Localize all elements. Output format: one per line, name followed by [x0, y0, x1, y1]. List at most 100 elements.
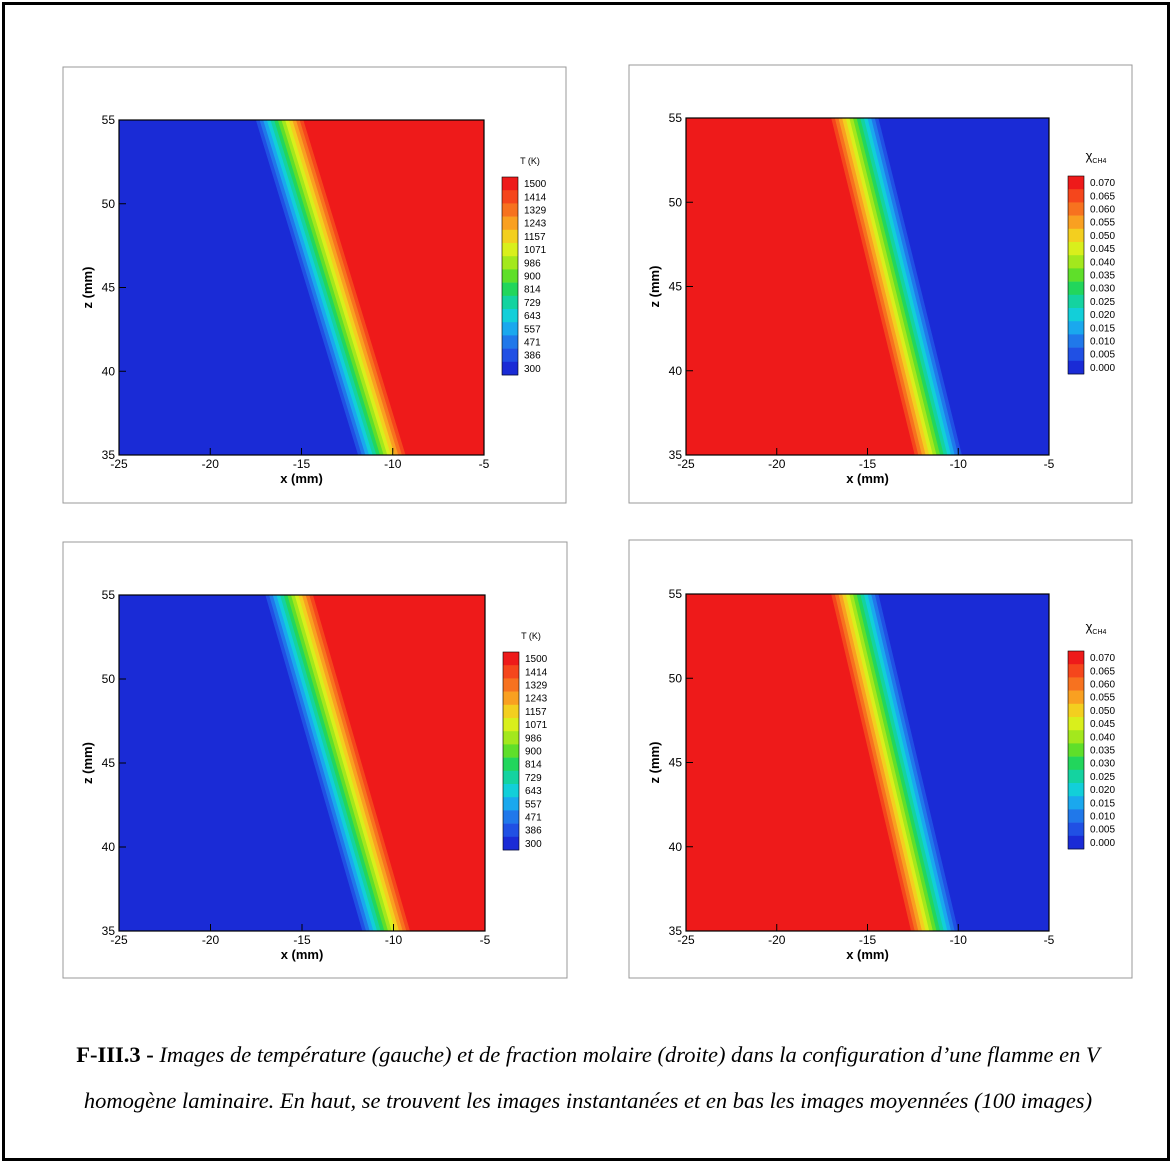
colorbar-swatch [1068, 268, 1084, 282]
colorbar-label: 0.060 [1090, 680, 1115, 691]
x-tick-label: -5 [1044, 933, 1055, 947]
colorbar-swatch [503, 678, 519, 692]
colorbar-swatch [1068, 743, 1084, 757]
colorbar-swatch [502, 229, 518, 244]
caption: F-III.3 - Images de température (gauche)… [30, 1032, 1146, 1123]
colorbar-swatch [503, 810, 519, 824]
colorbar-label: 1243 [525, 694, 548, 705]
x-tick-label: -5 [479, 457, 490, 471]
colorbar-swatch [503, 704, 519, 719]
colorbar-swatch [1068, 334, 1084, 348]
colorbar-label: 0.065 [1090, 666, 1115, 677]
colorbar-swatch [1068, 756, 1084, 771]
colorbar-label: 729 [524, 298, 541, 309]
colorbar-label: 814 [524, 285, 541, 296]
colorbar-swatch [502, 295, 518, 310]
colorbar-label: 0.055 [1090, 218, 1115, 229]
colorbar-label: 1414 [525, 667, 548, 678]
contour-panel: -25 -20 -15 -10 -5 35 40 45 50 55 x (mm) z (mm) T (K… [62, 66, 567, 504]
y-axis-label: z (mm) [647, 266, 662, 308]
y-tick-label: 50 [102, 672, 116, 686]
colorbar-label: 1071 [525, 720, 548, 731]
colorbar-label: 0.060 [1090, 205, 1115, 216]
colorbar-label: 557 [525, 799, 542, 810]
y-tick-label: 45 [102, 281, 116, 295]
contour-panel: -25 -20 -15 -10 -5 35 40 45 50 55 x (mm) z (mm) T (K… [62, 541, 568, 979]
colorbar-swatch [503, 744, 519, 758]
colorbar-swatch [503, 757, 519, 772]
colorbar-title-main: T (K) [520, 156, 540, 166]
colorbar-swatch [503, 718, 519, 732]
colorbar-label: 0.050 [1090, 231, 1115, 242]
x-tick-label: -15 [293, 457, 311, 471]
x-tick-label: -15 [859, 933, 877, 947]
colorbar-swatch [1068, 228, 1084, 243]
colorbar-label: 0.015 [1090, 798, 1115, 809]
colorbar-swatch [1068, 717, 1084, 731]
contour-field [686, 594, 1049, 931]
colorbar-swatch [1068, 822, 1084, 837]
colorbar-label: 386 [525, 826, 542, 837]
colorbar-title-sub: CH4 [1092, 629, 1106, 636]
contour-band [312, 595, 485, 931]
colorbar-label: 0.030 [1090, 284, 1115, 295]
contour-band [686, 118, 915, 455]
colorbar-title-main: T (K) [521, 631, 541, 641]
y-tick-label: 50 [102, 197, 116, 211]
colorbar-label: 1500 [525, 654, 548, 665]
y-tick-label: 55 [669, 111, 683, 125]
y-tick-label: 35 [102, 924, 116, 938]
colorbar-label: 300 [524, 364, 541, 375]
colorbar-swatch [1068, 835, 1084, 850]
y-tick-label: 55 [102, 113, 116, 127]
colorbar-title: χCH4 [1086, 619, 1107, 636]
colorbar-swatch [502, 203, 518, 217]
colorbar-label: 0.040 [1090, 257, 1115, 268]
y-tick-label: 45 [102, 756, 116, 770]
colorbar-swatch [503, 665, 519, 679]
x-tick-label: -20 [768, 933, 786, 947]
colorbar-swatch [1068, 360, 1084, 375]
colorbar-swatch [1068, 308, 1084, 322]
colorbar-label: 729 [525, 773, 542, 784]
x-tick-label: -15 [293, 933, 311, 947]
colorbar-label: 0.035 [1090, 746, 1115, 757]
colorbar-label: 0.035 [1090, 271, 1115, 282]
x-axis-label: x (mm) [846, 471, 889, 486]
colorbar-swatch [502, 216, 518, 231]
colorbar-label: 0.005 [1090, 825, 1115, 836]
colorbar-swatch [1068, 281, 1084, 296]
x-tick-label: -15 [859, 457, 877, 471]
colorbar-swatch [1068, 215, 1084, 230]
y-tick-label: 50 [669, 671, 683, 685]
colorbar-swatch [1068, 255, 1084, 269]
colorbar-swatch [1068, 703, 1084, 718]
colorbar-label: 900 [525, 747, 542, 758]
x-tick-label: -10 [384, 457, 402, 471]
colorbar-swatch [503, 836, 519, 851]
y-axis-label: z (mm) [80, 742, 95, 784]
colorbar-label: 0.070 [1090, 178, 1115, 189]
x-axis-label: x (mm) [846, 947, 889, 962]
colorbar-label: 1414 [524, 192, 547, 203]
colorbar-label: 0.045 [1090, 719, 1115, 730]
colorbar-swatch [502, 309, 518, 323]
contour-band [686, 594, 912, 931]
x-tick-label: -10 [950, 933, 968, 947]
colorbar-swatch [1068, 730, 1084, 744]
colorbar-title-sub: CH4 [1092, 158, 1106, 165]
y-axis-label: z (mm) [80, 267, 95, 309]
colorbar-label: 0.025 [1090, 772, 1115, 783]
y-tick-label: 50 [669, 195, 683, 209]
colorbar-label: 1071 [524, 245, 547, 256]
x-axis-label: x (mm) [280, 471, 323, 486]
colorbar-swatch [503, 691, 519, 706]
colorbar-label: 0.015 [1090, 323, 1115, 334]
y-axis-label: z (mm) [647, 742, 662, 784]
colorbar-label: 0.020 [1090, 310, 1115, 321]
colorbar-label: 386 [524, 351, 541, 362]
colorbar-label: 986 [525, 733, 542, 744]
